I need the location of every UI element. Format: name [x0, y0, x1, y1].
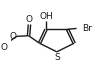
Text: O: O [26, 15, 33, 24]
Text: S: S [54, 53, 60, 62]
Text: O: O [9, 32, 16, 41]
Text: O: O [0, 43, 7, 52]
Text: Br: Br [82, 24, 92, 32]
Text: OH: OH [39, 12, 53, 21]
